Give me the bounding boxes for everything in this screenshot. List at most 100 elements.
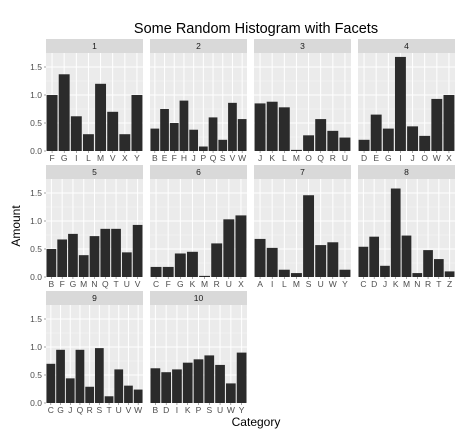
bar-I [70, 116, 82, 151]
facet-strip [358, 165, 455, 179]
bar-W [133, 389, 143, 403]
x-tick-label: I [176, 405, 178, 415]
bar-P [193, 359, 204, 403]
x-tick-label: U [217, 405, 223, 415]
x-tick-label: F [172, 153, 177, 163]
bar-D [369, 236, 380, 277]
x-tick-label: V [230, 153, 236, 163]
x-tick-label: R [87, 405, 93, 415]
x-tick-label: U [342, 153, 348, 163]
facet-strip [150, 291, 247, 305]
bar-K [186, 251, 198, 277]
bar-J [254, 103, 266, 151]
bar-U [215, 364, 225, 403]
x-tick-label: I [271, 279, 273, 289]
bar-K [266, 101, 278, 151]
bar-S [94, 348, 104, 403]
x-tick-label: L [282, 153, 287, 163]
facet-panel-10: 10 B D I K P S U W Y [150, 291, 247, 415]
bar-L [278, 107, 290, 151]
bar-G [56, 349, 65, 403]
bar-M [95, 83, 107, 151]
bar-Z [444, 271, 455, 277]
x-tick-label: Y [239, 405, 245, 415]
x-tick-label: T [436, 279, 441, 289]
x-tick-label: Z [447, 279, 452, 289]
bar-W [431, 98, 443, 151]
x-tick-label: D [371, 279, 377, 289]
bar-E [370, 114, 382, 151]
bar-I [172, 369, 182, 403]
x-tick-label: G [385, 153, 392, 163]
x-tick-label: P [196, 405, 202, 415]
x-tick-label: F [49, 153, 54, 163]
bar-W [237, 119, 247, 151]
x-tick-label: G [61, 153, 68, 163]
facet-strip [46, 291, 143, 305]
y-tick-label: 1.0 [30, 90, 42, 100]
x-tick-label: P [201, 153, 207, 163]
bar-G [382, 128, 394, 151]
facet-panel-7: 7 A I L M S U W Y [254, 165, 351, 289]
x-tick-label: C [153, 279, 159, 289]
bar-B [46, 249, 57, 277]
x-tick-label: O [305, 153, 312, 163]
facet-strip-label: 8 [404, 167, 409, 177]
bar-R [85, 386, 95, 403]
facet-panel-9: 9 C G J Q R S T U V W 0.0 0.5 1.0 1.5 [30, 291, 143, 415]
facet-strip-label: 3 [300, 41, 305, 51]
x-tick-label: S [306, 279, 312, 289]
x-tick-label: F [166, 279, 171, 289]
x-tick-label: R [330, 153, 336, 163]
facet-strip-label: 7 [300, 167, 305, 177]
x-tick-label: W [329, 279, 337, 289]
bar-G [68, 233, 78, 277]
bar-F [57, 239, 68, 277]
x-tick-label: B [152, 153, 158, 163]
bar-U [339, 137, 351, 151]
facet-strip [254, 39, 351, 53]
bar-B [150, 128, 160, 151]
bar-U [223, 219, 235, 277]
x-tick-label: C [48, 405, 54, 415]
x-tick-label: E [162, 153, 168, 163]
x-tick-label: M [201, 279, 208, 289]
facet-strip-label: 6 [196, 167, 201, 177]
bar-F [46, 95, 58, 151]
bar-U [315, 245, 327, 277]
bar-F [162, 266, 174, 277]
x-tick-label: R [425, 279, 431, 289]
x-tick-label: T [106, 405, 111, 415]
bar-N [412, 273, 423, 277]
facet-strip-label: 4 [404, 41, 409, 51]
x-tick-label: W [433, 153, 441, 163]
facet-panel-8: 8 C D J K M N R T Z [358, 165, 455, 289]
bar-Q [315, 119, 327, 151]
facet-strip [150, 39, 247, 53]
facet-strip-label: 1 [92, 41, 97, 51]
bar-B [150, 368, 161, 403]
x-tick-label: J [383, 279, 387, 289]
bar-T [104, 396, 114, 403]
bar-Y [236, 352, 247, 403]
x-tick-label: E [373, 153, 379, 163]
y-tick-label: 0.0 [30, 272, 42, 282]
x-tick-label: U [116, 405, 122, 415]
bar-D [358, 139, 370, 151]
x-tick-label: K [269, 153, 275, 163]
bar-X [235, 215, 247, 277]
facet-panel-1: 1 F G I L M V X Y 0.0 0.5 1.0 1.5 [30, 39, 143, 163]
bar-R [327, 130, 339, 151]
x-tick-label: D [163, 405, 169, 415]
x-tick-label: S [220, 153, 226, 163]
x-tick-label: X [446, 153, 452, 163]
y-tick-label: 0.0 [30, 398, 42, 408]
facet-panel-3: 3 J K L M O Q R U [254, 39, 351, 163]
x-tick-label: B [153, 405, 159, 415]
x-tick-label: T [113, 279, 118, 289]
bar-L [278, 269, 290, 277]
x-tick-label: M [80, 279, 87, 289]
bar-Q [208, 117, 218, 151]
x-tick-label: A [257, 279, 263, 289]
x-tick-label: J [410, 153, 414, 163]
